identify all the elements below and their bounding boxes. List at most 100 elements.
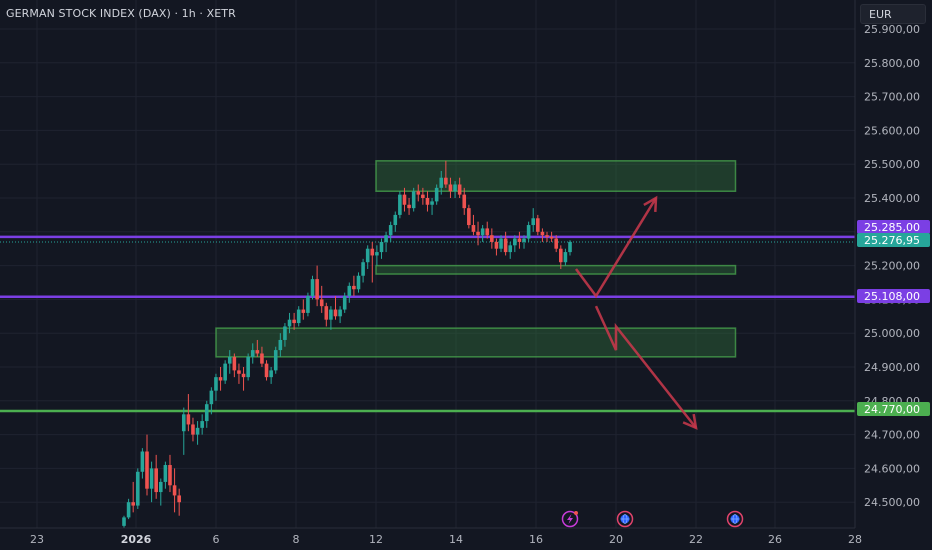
candle-body[interactable] (342, 296, 347, 310)
candle-body[interactable] (393, 214, 398, 226)
candle-body[interactable] (384, 235, 388, 242)
candle-body[interactable] (338, 309, 342, 317)
candle-body[interactable] (287, 319, 292, 327)
candle-body[interactable] (568, 241, 572, 253)
candle-body[interactable] (122, 517, 126, 526)
time-axis[interactable] (0, 528, 932, 550)
candle-body[interactable] (177, 495, 181, 503)
candle-body[interactable] (559, 248, 563, 263)
candle-body[interactable] (195, 427, 200, 435)
candle-body[interactable] (241, 373, 246, 378)
candle-body[interactable] (269, 370, 273, 378)
candle-body[interactable] (462, 194, 467, 209)
event-markers[interactable] (561, 510, 744, 528)
candles[interactable] (122, 160, 572, 530)
price-axis[interactable] (855, 0, 932, 550)
candle-body[interactable] (264, 363, 269, 378)
candle-body[interactable] (421, 194, 425, 198)
candle-body[interactable] (191, 424, 195, 435)
candle-body[interactable] (434, 187, 439, 202)
candle-body[interactable] (425, 198, 430, 205)
candle-body[interactable] (181, 414, 186, 432)
candle-body[interactable] (540, 231, 545, 236)
candle-body[interactable] (218, 377, 223, 381)
candle-body[interactable] (154, 468, 158, 493)
candle-body[interactable] (356, 275, 361, 290)
candle-body[interactable] (315, 279, 319, 300)
candle-body[interactable] (508, 245, 513, 253)
candle-body[interactable] (379, 241, 384, 253)
candle-body[interactable] (480, 228, 485, 236)
candle-body[interactable] (292, 319, 296, 324)
candle-body[interactable] (388, 225, 393, 236)
candle-body[interactable] (204, 404, 209, 422)
candle-body[interactable] (333, 309, 338, 317)
candle-body[interactable] (517, 238, 522, 242)
candle-body[interactable] (278, 339, 283, 351)
globe-icon[interactable] (616, 510, 634, 528)
candle-body[interactable] (140, 451, 145, 472)
candle-body[interactable] (499, 238, 503, 249)
candle-body[interactable] (163, 465, 168, 482)
candle-body[interactable] (131, 502, 135, 506)
candle-body[interactable] (467, 208, 471, 226)
candle-body[interactable] (135, 471, 140, 506)
candle-body[interactable] (402, 194, 407, 205)
candle-body[interactable] (365, 248, 370, 263)
candle-body[interactable] (448, 184, 453, 192)
candle-body[interactable] (361, 262, 365, 276)
candle-body[interactable] (306, 296, 310, 313)
candle-body[interactable] (407, 204, 411, 209)
candle-body[interactable] (227, 356, 232, 364)
candle-body[interactable] (485, 228, 490, 236)
candle-body[interactable] (237, 370, 241, 374)
lightning-icon[interactable] (561, 510, 579, 528)
candle-body[interactable] (513, 238, 517, 246)
candle-body[interactable] (283, 326, 287, 340)
currency-selector[interactable]: EUR (860, 4, 926, 24)
candle-body[interactable] (168, 465, 172, 486)
candle-body[interactable] (329, 309, 333, 320)
candle-body[interactable] (531, 218, 536, 226)
candle-body[interactable] (503, 238, 508, 253)
candle-body[interactable] (223, 363, 227, 381)
candle-body[interactable] (471, 225, 476, 232)
candle-body[interactable] (549, 236, 554, 239)
candle-body[interactable] (430, 201, 434, 205)
candle-body[interactable] (209, 390, 214, 405)
candle-body[interactable] (526, 225, 531, 239)
candle-body[interactable] (439, 177, 444, 188)
candle-body[interactable] (310, 279, 315, 297)
candle-body[interactable] (255, 350, 260, 354)
candle-body[interactable] (186, 414, 191, 425)
candle-body[interactable] (453, 184, 457, 192)
candle-body[interactable] (145, 451, 149, 489)
candle-body[interactable] (273, 350, 278, 371)
candle-body[interactable] (536, 218, 540, 232)
candle-body[interactable] (476, 231, 480, 236)
candle-body[interactable] (398, 194, 402, 215)
candle-body[interactable] (149, 468, 154, 489)
candle-body[interactable] (214, 377, 218, 391)
candle-body[interactable] (545, 235, 549, 237)
candle-body[interactable] (232, 356, 237, 371)
candle-body[interactable] (522, 238, 526, 242)
candle-body[interactable] (319, 299, 324, 307)
candle-body[interactable] (347, 285, 352, 297)
candle-body[interactable] (494, 241, 499, 249)
candle-body[interactable] (126, 502, 131, 518)
candle-body[interactable] (296, 309, 301, 324)
candle-body[interactable] (444, 177, 448, 185)
candle-body[interactable] (172, 485, 177, 496)
candle-body[interactable] (260, 353, 264, 364)
candle-body[interactable] (200, 421, 204, 428)
globe-icon[interactable] (726, 510, 744, 528)
candle-body[interactable] (324, 306, 329, 320)
candle-body[interactable] (490, 235, 494, 242)
candle-body[interactable] (301, 309, 306, 313)
candle-body[interactable] (563, 252, 568, 263)
candle-body[interactable] (411, 191, 416, 209)
candle-body[interactable] (370, 248, 375, 256)
candle-body[interactable] (375, 252, 379, 256)
